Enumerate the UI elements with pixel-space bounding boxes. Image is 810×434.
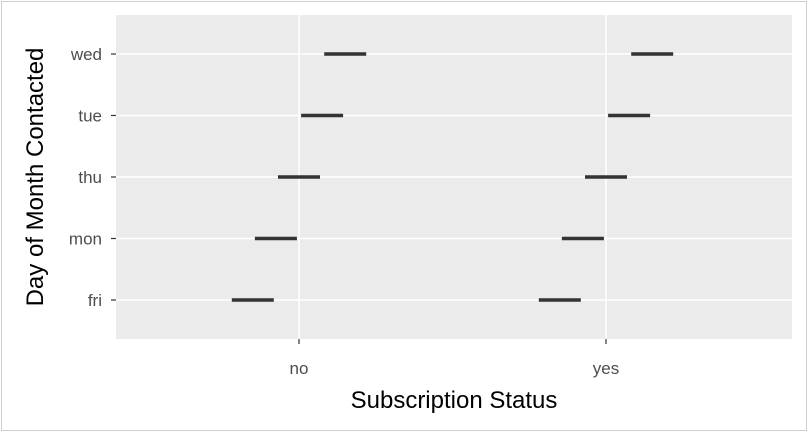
y-tick-label-fri: fri bbox=[88, 291, 102, 310]
tick-labels: fri mon thu tue wed no yes bbox=[69, 45, 619, 378]
y-tick-label-thu: thu bbox=[78, 168, 102, 187]
y-tick-label-mon: mon bbox=[69, 230, 102, 249]
data-marks bbox=[231, 52, 674, 302]
axis-ticks bbox=[111, 53, 607, 344]
y-tick-label-tue: tue bbox=[78, 107, 102, 126]
y-tick-label-wed: wed bbox=[70, 45, 102, 64]
y-axis-title: Day of Month Contacted bbox=[22, 48, 49, 307]
x-tick-label-no: no bbox=[290, 359, 309, 378]
x-axis-title: Subscription Status bbox=[351, 387, 558, 414]
x-tick-label-yes: yes bbox=[593, 359, 619, 378]
